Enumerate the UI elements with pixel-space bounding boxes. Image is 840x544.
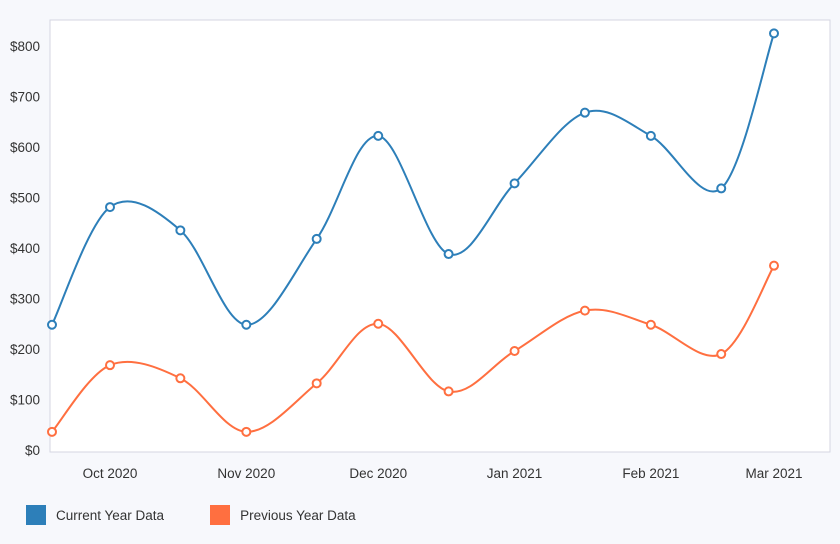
legend-item-previous[interactable]: Previous Year Data [210, 505, 356, 525]
data-point-previous [105, 360, 115, 371]
y-tick-label: $600 [10, 140, 40, 155]
data-point-current [645, 130, 656, 141]
data-point-current [769, 28, 779, 39]
x-tick-label: Dec 2020 [349, 466, 407, 481]
data-point-current [311, 233, 322, 244]
y-tick-label: $700 [10, 90, 40, 105]
data-point-current [241, 319, 252, 330]
x-tick-label: Mar 2021 [745, 466, 802, 481]
y-tick-label: $400 [10, 241, 40, 256]
data-point-previous [645, 319, 656, 330]
x-tick-label: Nov 2020 [217, 466, 275, 481]
data-point-previous [509, 346, 520, 357]
data-point-previous [47, 426, 57, 437]
y-tick-label: $500 [10, 191, 40, 206]
legend: Current Year Data Previous Year Data [26, 505, 356, 525]
data-point-current [716, 183, 727, 194]
legend-swatch-previous [210, 505, 231, 525]
x-tick-label: Jan 2021 [487, 466, 543, 481]
legend-item-current[interactable]: Current Year Data [26, 505, 164, 525]
y-tick-label: $0 [25, 443, 40, 458]
legend-label-previous: Previous Year Data [240, 507, 356, 523]
data-point-previous [769, 260, 779, 271]
y-tick-label: $100 [10, 393, 40, 408]
data-point-current [509, 178, 520, 189]
data-point-previous [443, 386, 454, 397]
y-tick-label: $800 [10, 39, 40, 54]
data-point-previous [373, 318, 384, 329]
data-point-current [443, 249, 454, 260]
data-point-current [105, 202, 115, 213]
x-tick-label: Feb 2021 [622, 466, 679, 481]
data-point-previous [241, 426, 252, 437]
y-tick-label: $300 [10, 292, 40, 307]
legend-label-current: Current Year Data [56, 507, 165, 523]
x-tick-label: Oct 2020 [83, 466, 138, 481]
data-point-previous [311, 378, 322, 389]
legend-swatch-current [26, 505, 46, 525]
data-point-previous [716, 349, 727, 360]
data-point-current [373, 130, 384, 141]
data-point-current [175, 225, 186, 236]
data-point-current [47, 319, 57, 330]
data-point-previous [175, 373, 186, 384]
data-point-previous [579, 305, 590, 316]
data-point-current [579, 107, 590, 118]
y-tick-label: $200 [10, 342, 40, 357]
